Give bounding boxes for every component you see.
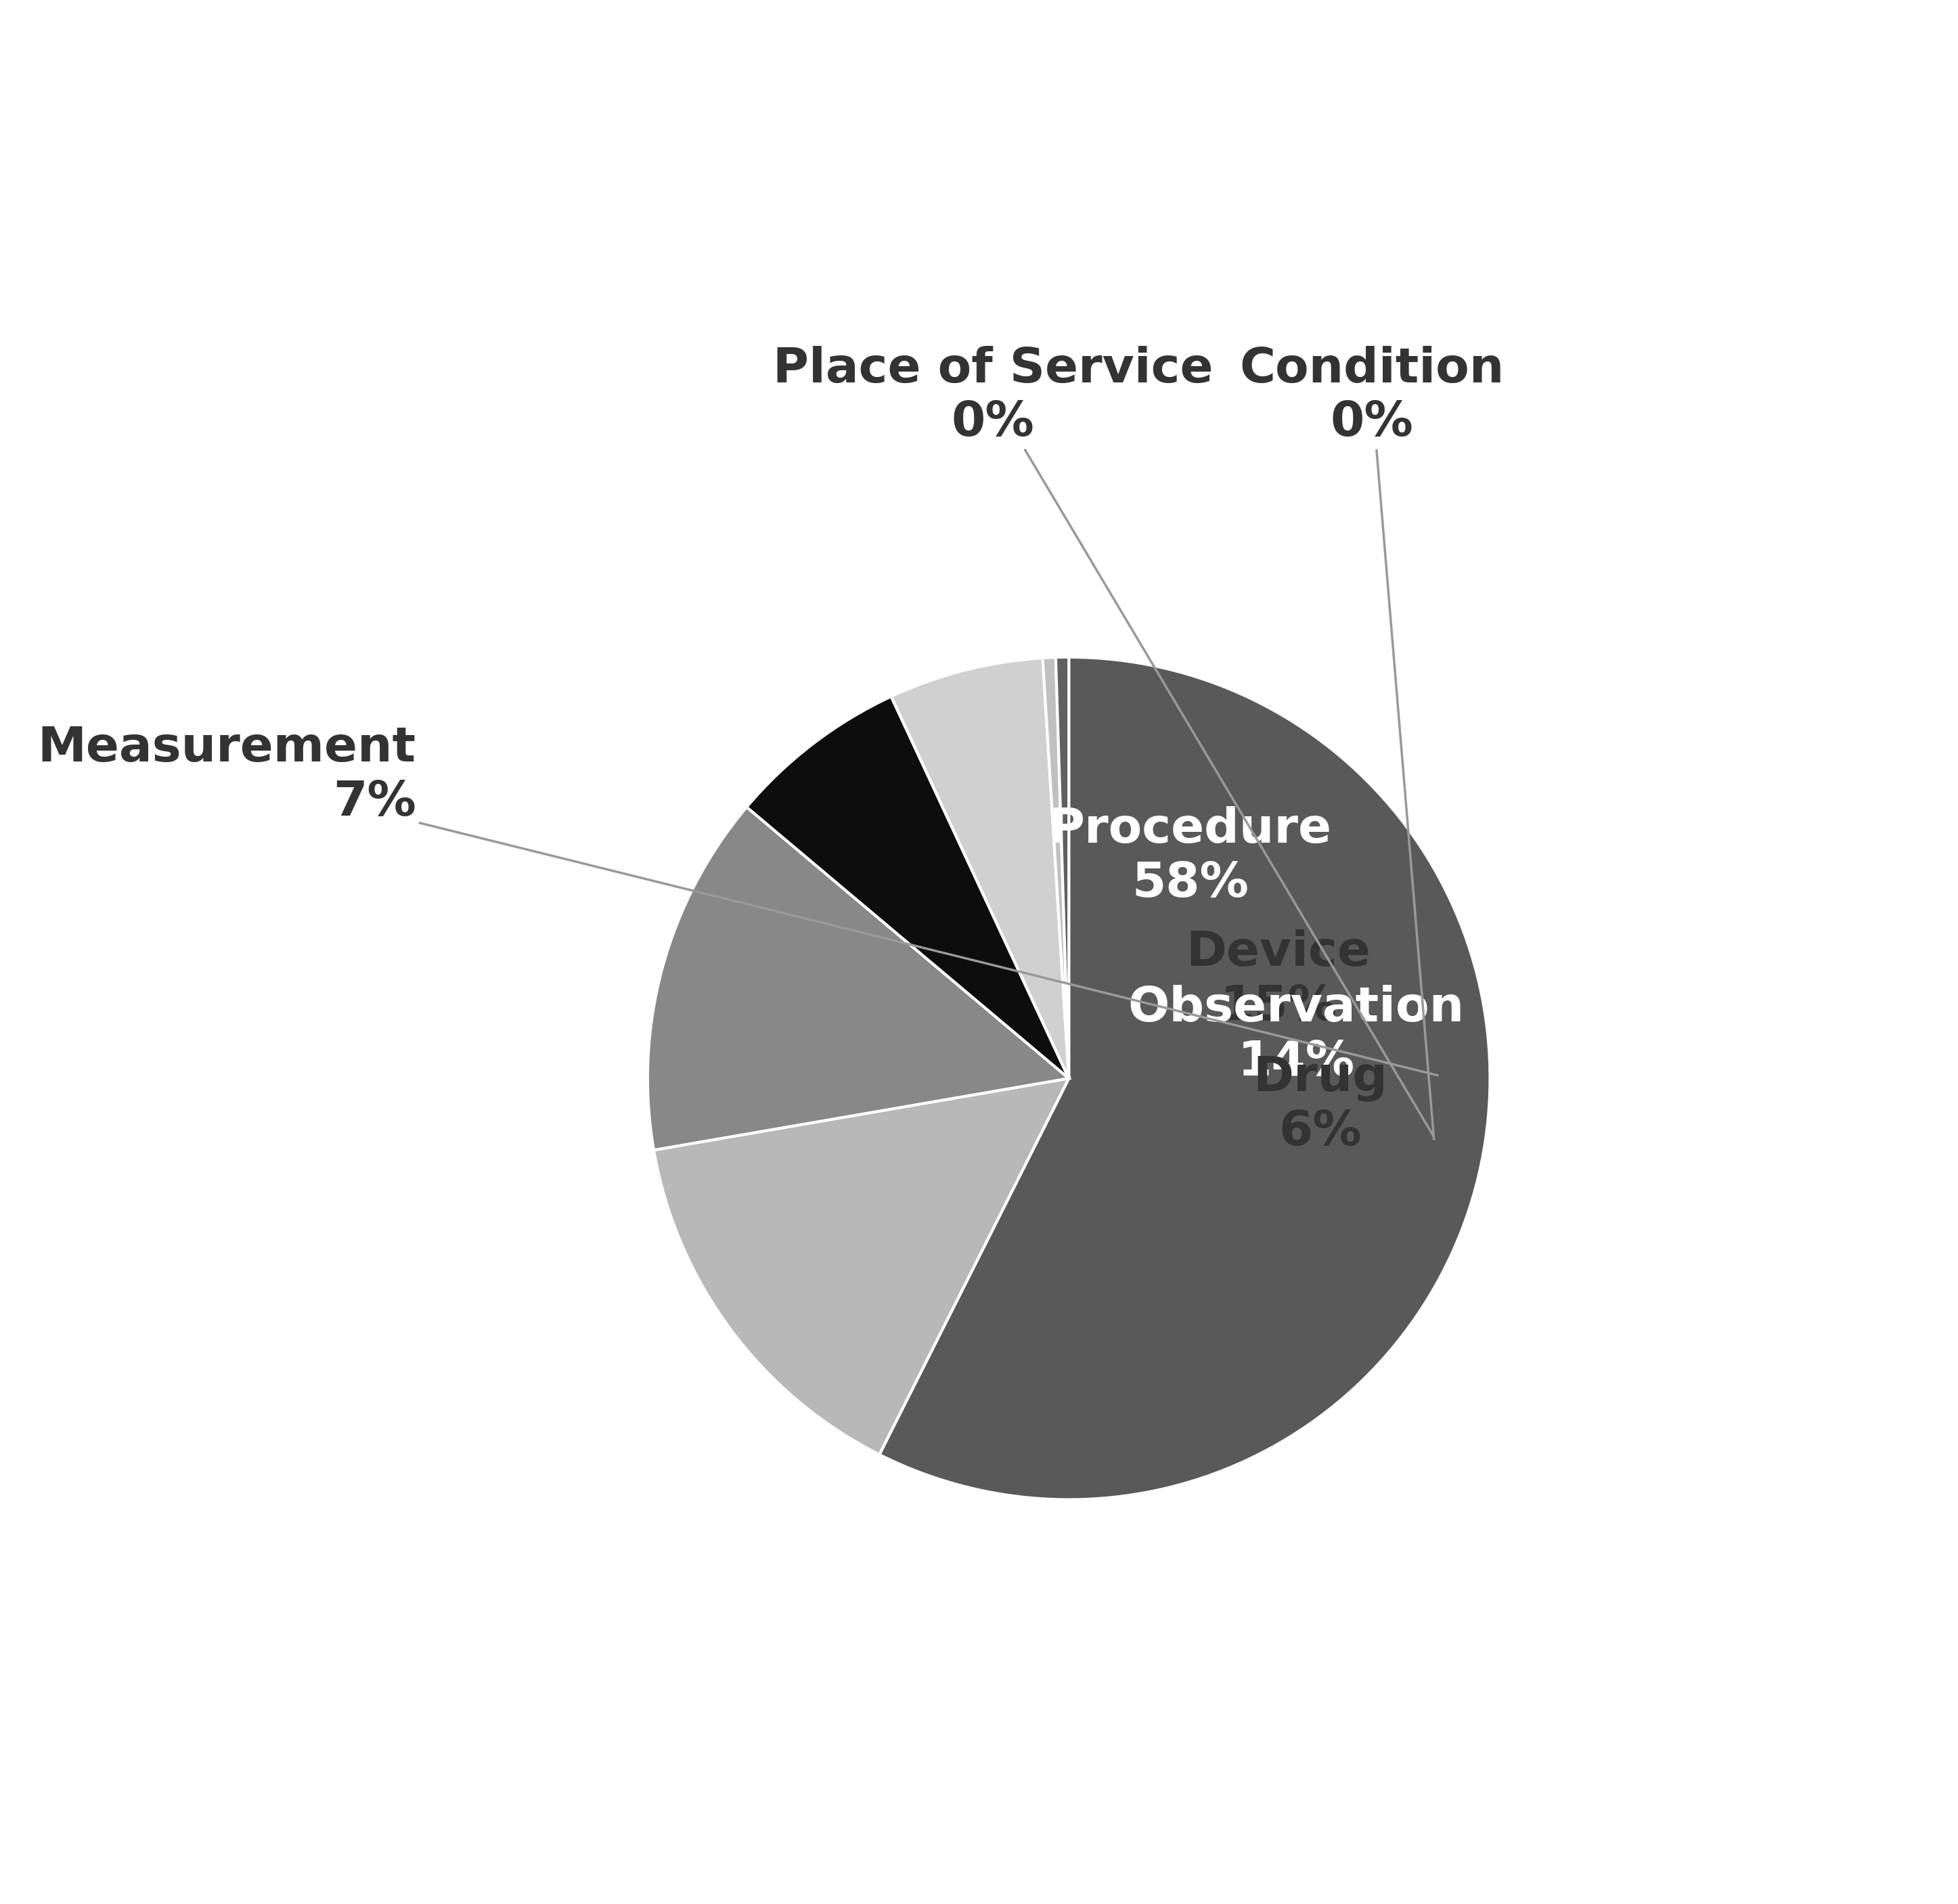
Wedge shape <box>654 1078 1069 1455</box>
Wedge shape <box>891 659 1069 1078</box>
Text: Condition
0%: Condition 0% <box>1239 347 1504 1139</box>
Wedge shape <box>1042 657 1069 1078</box>
Text: Measurement
7%: Measurement 7% <box>37 725 1437 1076</box>
Text: Device
15%: Device 15% <box>1187 929 1371 1030</box>
Wedge shape <box>1055 657 1069 1078</box>
Wedge shape <box>648 807 1069 1150</box>
Wedge shape <box>879 657 1490 1500</box>
Text: Procedure
58%: Procedure 58% <box>1049 807 1331 906</box>
Text: Observation
14%: Observation 14% <box>1128 984 1465 1085</box>
Text: Place of Service
0%: Place of Service 0% <box>773 347 1433 1137</box>
Text: Drug
6%: Drug 6% <box>1253 1055 1388 1156</box>
Wedge shape <box>746 697 1069 1078</box>
